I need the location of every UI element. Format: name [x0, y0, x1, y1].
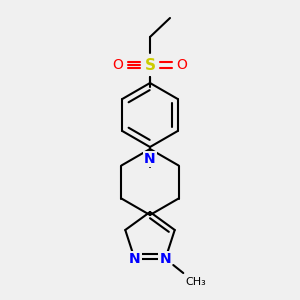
Text: O: O — [177, 58, 188, 72]
Text: S: S — [145, 58, 155, 73]
Text: N: N — [144, 152, 156, 166]
Text: N: N — [129, 252, 140, 266]
Text: N: N — [144, 152, 156, 166]
Text: N: N — [160, 252, 171, 266]
Text: O: O — [112, 58, 123, 72]
Text: CH₃: CH₃ — [185, 277, 206, 287]
